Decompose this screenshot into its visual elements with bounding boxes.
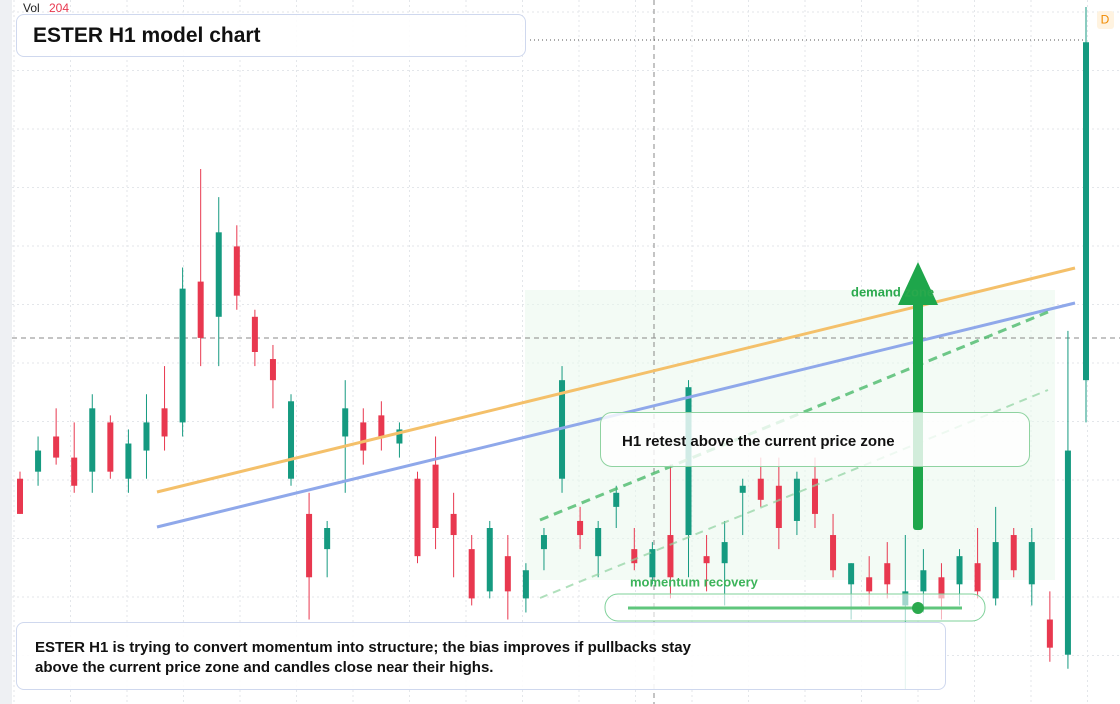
candle-body (613, 492, 620, 507)
candle-body (866, 577, 873, 592)
candle-body (486, 528, 493, 592)
candle-body (504, 556, 511, 592)
candle-body (775, 485, 782, 528)
candle-body (17, 478, 23, 514)
candle-body (811, 478, 818, 514)
candle-body (703, 556, 710, 564)
candle-body (938, 577, 945, 599)
candle-body (197, 281, 204, 338)
candle-body (667, 535, 674, 578)
candle-body (631, 549, 638, 564)
candle-body (306, 513, 313, 578)
candle-body (396, 429, 403, 444)
candle-body (35, 450, 42, 472)
candle-body (1046, 619, 1053, 648)
candle-body (414, 478, 421, 557)
annotation: H1 retest above the current price zone (622, 433, 895, 450)
badge-bg (1097, 11, 1114, 29)
annotation: momentum recovery (630, 574, 759, 589)
left-edge (0, 0, 12, 704)
candle-body (288, 401, 295, 479)
candle-body (161, 408, 168, 437)
candle-body (251, 316, 258, 352)
candle-body (468, 549, 475, 599)
candle-body (432, 464, 439, 528)
candle-body (342, 408, 349, 437)
candle-body (540, 535, 547, 550)
momentum-dot (912, 602, 924, 614)
note-box: ESTER H1 is trying to convert momentum i… (16, 622, 946, 690)
candle-body (89, 408, 96, 472)
candle-body (378, 415, 385, 437)
candle-body (324, 528, 331, 550)
candle-body (721, 542, 728, 564)
projection-line-2 (539, 389, 1049, 599)
note: ESTER H1 is trying to convert momentum i… (35, 639, 691, 676)
candle-body (143, 422, 150, 451)
candle-body (71, 457, 78, 486)
candle-body (920, 570, 927, 592)
candle-body (577, 520, 584, 536)
candle-body (757, 478, 764, 500)
candle-body (107, 422, 114, 472)
candle-body (848, 563, 855, 585)
candle-body (974, 563, 981, 592)
candle-body (215, 232, 222, 317)
volume-value: 204 (49, 1, 69, 15)
candle-body (360, 422, 367, 451)
candle-body (649, 549, 656, 578)
volume-label: Vol (23, 1, 40, 15)
candle-body (53, 436, 60, 458)
candle-body (269, 359, 276, 381)
candle-body (793, 478, 800, 521)
candle-body (1083, 42, 1089, 381)
candle-body (233, 246, 240, 296)
candle-body (956, 556, 963, 585)
candle-body (830, 535, 837, 571)
candle-body (450, 513, 457, 536)
candle-body (884, 563, 891, 585)
arrow-head (898, 262, 938, 305)
badge: D (1101, 13, 1110, 27)
candles (17, 7, 1089, 690)
candle-body (179, 288, 186, 423)
candle-body (739, 485, 746, 493)
retest-box: H1 retest above the current price zone (600, 412, 1030, 467)
title-box: ESTER H1 model chart (16, 14, 526, 57)
candle-body (125, 443, 132, 479)
annotation: demand zone (851, 284, 934, 299)
candle-body (1064, 450, 1071, 655)
chart-title: ESTER H1 model chart (33, 24, 261, 47)
candle-body (992, 542, 999, 599)
candle-body (1028, 542, 1035, 585)
candle-body (522, 570, 529, 599)
candle-body (595, 528, 602, 557)
candle-body (1010, 535, 1017, 571)
